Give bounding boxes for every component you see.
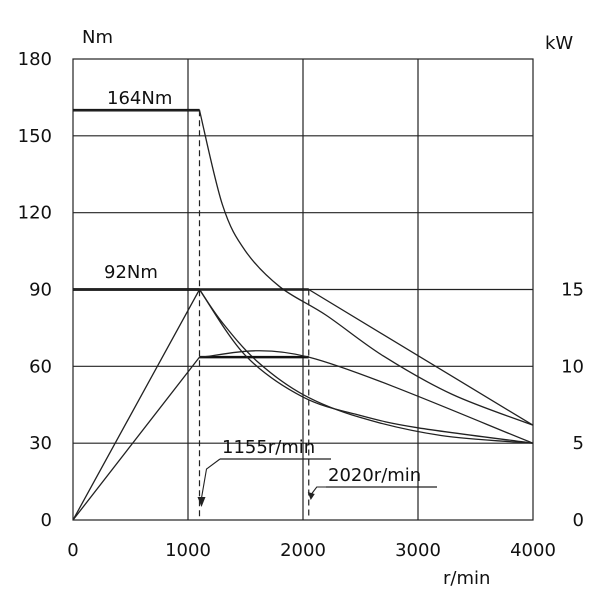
x-tick-label: 4000: [510, 540, 556, 561]
y-left-tick-label: 30: [29, 433, 52, 454]
y-right-tick-label: 5: [573, 433, 584, 454]
y-left-tick-label: 60: [29, 356, 52, 377]
annotation-164nm: 164Nm: [107, 88, 172, 109]
annotation-92nm: 92Nm: [104, 262, 158, 283]
y-left-tick-label: 120: [18, 203, 52, 224]
y-right-tick-label: 15: [561, 280, 584, 301]
y-right-tick-label: 0: [573, 510, 584, 531]
x-tick-label: 0: [67, 540, 78, 561]
grid: [72, 58, 534, 521]
y-left-tick-label: 0: [41, 510, 52, 531]
y-right-unit-label: kW: [545, 33, 573, 54]
speed-2-arrow-icon: [307, 492, 315, 500]
x-tick-label: 3000: [395, 540, 441, 561]
series-line-4: [72, 350, 534, 521]
curves: [72, 108, 534, 521]
series-line-2: [73, 288, 534, 444]
x-tick-label: 2000: [280, 540, 326, 561]
speed-markers: [197, 110, 326, 520]
x-tick-labels: 0 1000 2000 3000 4000: [67, 540, 556, 561]
speed-1-leader: [200, 458, 221, 499]
y-right-tick-labels: 0 5 10 15: [561, 280, 584, 532]
y-left-unit-label: Nm: [82, 27, 113, 48]
x-axis-label: r/min: [443, 568, 490, 589]
speed-1-arrow-icon: [197, 497, 206, 507]
annotation-2020rmin: 2020r/min: [328, 465, 421, 486]
x-tick-label: 1000: [165, 540, 211, 561]
annotation-1155rmin: 1155r/min: [222, 437, 315, 458]
series-line-5: [72, 288, 534, 521]
y-left-tick-label: 90: [29, 280, 52, 301]
y-left-tick-labels: 0 30 60 90 120 150 180: [18, 49, 52, 531]
series-line-1: [73, 109, 534, 426]
y-left-tick-label: 180: [18, 49, 52, 70]
y-right-tick-label: 10: [561, 356, 584, 377]
speed-2-leader: [310, 486, 326, 496]
y-left-tick-label: 150: [18, 126, 52, 147]
